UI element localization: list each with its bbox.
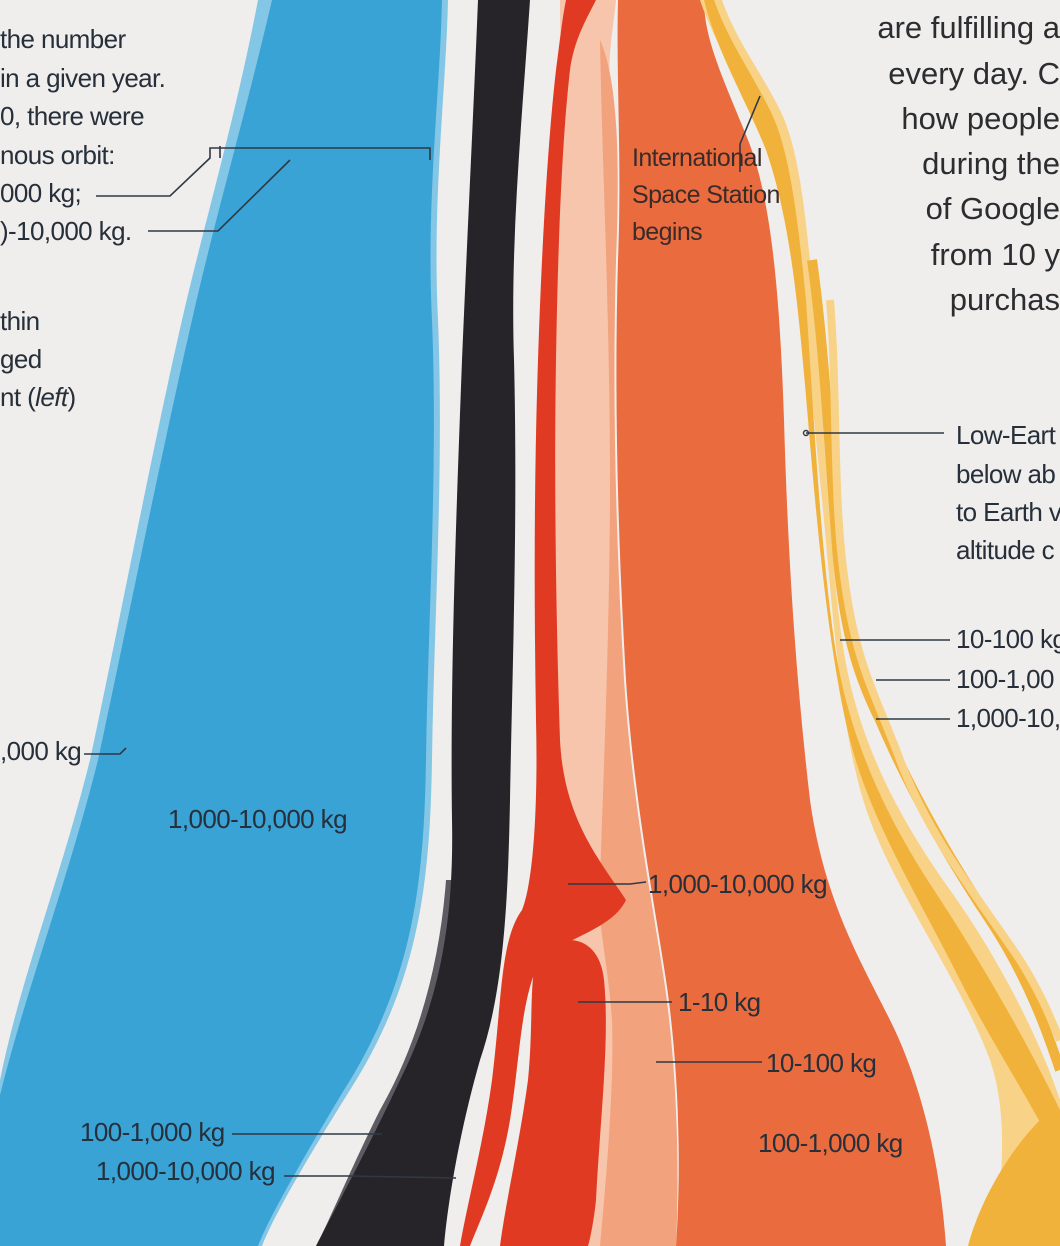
leo-note: Low-Eart below ab to Earth v altitude c (956, 420, 1060, 565)
left-text-line-5: 000 kg; (0, 178, 81, 208)
leo-note-line-1: Low-Eart (956, 420, 1057, 450)
leader-dark-b (284, 1175, 457, 1179)
blue-stream (0, 0, 442, 1246)
series-labels: ,000 kg 1,000-10,000 kg 100-1,000 kg 1,0… (0, 624, 1060, 1186)
red-stream (460, 0, 626, 1246)
left-text-line-2: in a given year. (0, 63, 165, 93)
black-stream (316, 0, 530, 1246)
right-text-line-7: purchas (950, 282, 1060, 317)
yellow-stream-light (700, 0, 1060, 1246)
iss-bulge (640, 60, 742, 240)
label-peach: 1-10 kg (678, 987, 761, 1017)
right-paragraph: are fulfilling a every day. C how people… (877, 10, 1060, 317)
yellow-strand-c (826, 299, 1060, 1042)
yellow-strand-lower (968, 1110, 1060, 1246)
leader-leo-dot (802, 429, 810, 437)
leo-note-line-4: altitude c (956, 535, 1055, 565)
left-text-line-4: nous orbit: (0, 140, 115, 170)
red-blob-lower (500, 940, 606, 1246)
left-text-line-7: thin (0, 306, 40, 336)
left-text-line-8: ged (0, 344, 42, 374)
left-text-line-1: the number (0, 24, 126, 54)
label-dark-a: 100-1,000 kg (80, 1117, 225, 1147)
label-yellow-c: 1,000-10, (956, 703, 1060, 733)
iss-label-line-2: Space Station (632, 181, 780, 209)
left-paragraph: the number in a given year. 0, there wer… (0, 24, 166, 412)
left-text-line-3: 0, there were (0, 101, 144, 131)
iss-label-line-1: International (632, 144, 762, 172)
yellow-stream (704, 0, 1060, 1160)
iss-annotation: International Space Station begins (632, 144, 780, 246)
right-text-line-1: are fulfilling a (877, 10, 1060, 45)
salmon-stream (599, 40, 678, 1246)
leader-blue-top-b (148, 159, 291, 232)
left-text-line-6: )-10,000 kg. (0, 216, 132, 246)
left-text-line-9: nt (left) (0, 382, 76, 412)
label-salmon: 10-100 kg (766, 1048, 876, 1078)
label-orange: 100-1,000 kg (758, 1128, 903, 1158)
iss-label-line-3: begins (632, 218, 702, 246)
leader-blue-top (96, 147, 431, 197)
leader-red (568, 881, 647, 885)
label-yellow-b: 100-1,00 (956, 664, 1054, 694)
leo-note-line-3: to Earth v (956, 497, 1060, 527)
label-red: 1,000-10,000 kg (648, 869, 827, 899)
label-blue-main: 1,000-10,000 kg (168, 804, 347, 834)
right-text-line-2: every day. C (888, 56, 1060, 91)
label-yellow-a: 10-100 kg (956, 624, 1060, 654)
orange-stream (616, 0, 946, 1246)
right-text-line-3: how people (901, 101, 1060, 136)
leader-blue-left (84, 747, 127, 755)
leader-iss (739, 95, 761, 172)
label-blue-left: ,000 kg (0, 736, 81, 766)
right-text-line-6: from 10 y (931, 237, 1060, 272)
leo-note-line-2: below ab (956, 459, 1055, 489)
right-text-line-5: of Google (926, 191, 1060, 226)
right-text-line-4: during the (922, 146, 1060, 181)
label-dark-b: 1,000-10,000 kg (96, 1156, 275, 1186)
